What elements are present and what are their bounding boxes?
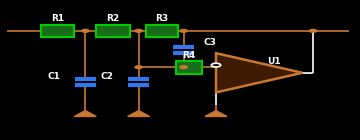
Text: R1: R1: [51, 14, 64, 23]
Text: R4: R4: [183, 51, 195, 60]
Circle shape: [180, 29, 187, 32]
Polygon shape: [216, 53, 302, 92]
Text: R2: R2: [107, 14, 120, 23]
FancyBboxPatch shape: [41, 24, 74, 37]
Text: C2: C2: [100, 72, 113, 81]
FancyBboxPatch shape: [176, 61, 202, 74]
Polygon shape: [205, 111, 227, 116]
Circle shape: [180, 66, 187, 69]
Text: R3: R3: [156, 14, 168, 23]
Text: C3: C3: [203, 38, 216, 47]
FancyBboxPatch shape: [96, 24, 130, 37]
Polygon shape: [75, 111, 96, 116]
Circle shape: [135, 66, 142, 69]
Circle shape: [211, 63, 221, 67]
FancyBboxPatch shape: [146, 24, 178, 37]
Circle shape: [135, 29, 142, 32]
Circle shape: [310, 29, 317, 32]
Polygon shape: [128, 111, 149, 116]
Circle shape: [82, 29, 89, 32]
Text: C1: C1: [47, 72, 60, 81]
Text: U1: U1: [267, 57, 280, 66]
